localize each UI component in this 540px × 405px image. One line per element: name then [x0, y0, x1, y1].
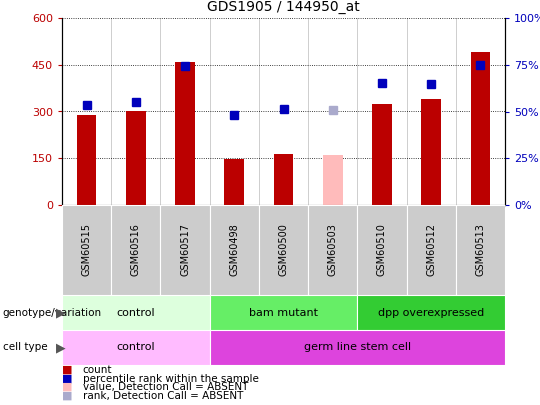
Text: GSM60503: GSM60503 [328, 224, 338, 277]
Bar [357, 205, 407, 295]
Text: control: control [117, 307, 155, 318]
Text: ▶: ▶ [56, 306, 65, 319]
Bar [210, 205, 259, 295]
Bar [470, 52, 490, 205]
Text: GSM60498: GSM60498 [230, 224, 239, 276]
Text: percentile rank within the sample: percentile rank within the sample [83, 373, 259, 384]
Text: ■: ■ [62, 365, 72, 375]
Bar [62, 295, 210, 330]
Bar [407, 205, 456, 295]
Title: GDS1905 / 144950_at: GDS1905 / 144950_at [207, 0, 360, 14]
Text: bam mutant: bam mutant [249, 307, 318, 318]
Text: GSM60500: GSM60500 [279, 224, 288, 277]
Bar [210, 295, 357, 330]
Text: rank, Detection Call = ABSENT: rank, Detection Call = ABSENT [83, 390, 243, 401]
Text: GSM60513: GSM60513 [475, 224, 485, 277]
Text: genotype/variation: genotype/variation [3, 307, 102, 318]
Bar [111, 205, 160, 295]
Text: GSM60510: GSM60510 [377, 224, 387, 277]
Bar [160, 205, 210, 295]
Bar [259, 205, 308, 295]
Text: ■: ■ [62, 390, 72, 401]
Bar [62, 330, 210, 365]
Text: ■: ■ [62, 373, 72, 384]
Text: GSM60517: GSM60517 [180, 224, 190, 277]
Text: ▶: ▶ [56, 341, 65, 354]
Bar [62, 205, 111, 295]
Text: ■: ■ [62, 382, 72, 392]
Bar [225, 159, 244, 205]
Text: control: control [117, 343, 155, 352]
Text: cell type: cell type [3, 343, 48, 352]
Bar [421, 99, 441, 205]
Bar [357, 295, 505, 330]
Bar [308, 205, 357, 295]
Bar [126, 111, 146, 205]
Text: dpp overexpressed: dpp overexpressed [378, 307, 484, 318]
Bar [456, 205, 505, 295]
Bar [372, 104, 392, 205]
Bar [175, 62, 195, 205]
Bar [274, 153, 293, 205]
Text: count: count [83, 365, 112, 375]
Text: GSM60512: GSM60512 [426, 224, 436, 277]
Text: GSM60516: GSM60516 [131, 224, 141, 277]
Bar [77, 115, 97, 205]
Text: GSM60515: GSM60515 [82, 224, 92, 277]
Text: germ line stem cell: germ line stem cell [304, 343, 411, 352]
Text: value, Detection Call = ABSENT: value, Detection Call = ABSENT [83, 382, 248, 392]
Bar [323, 155, 342, 205]
Bar [210, 330, 505, 365]
